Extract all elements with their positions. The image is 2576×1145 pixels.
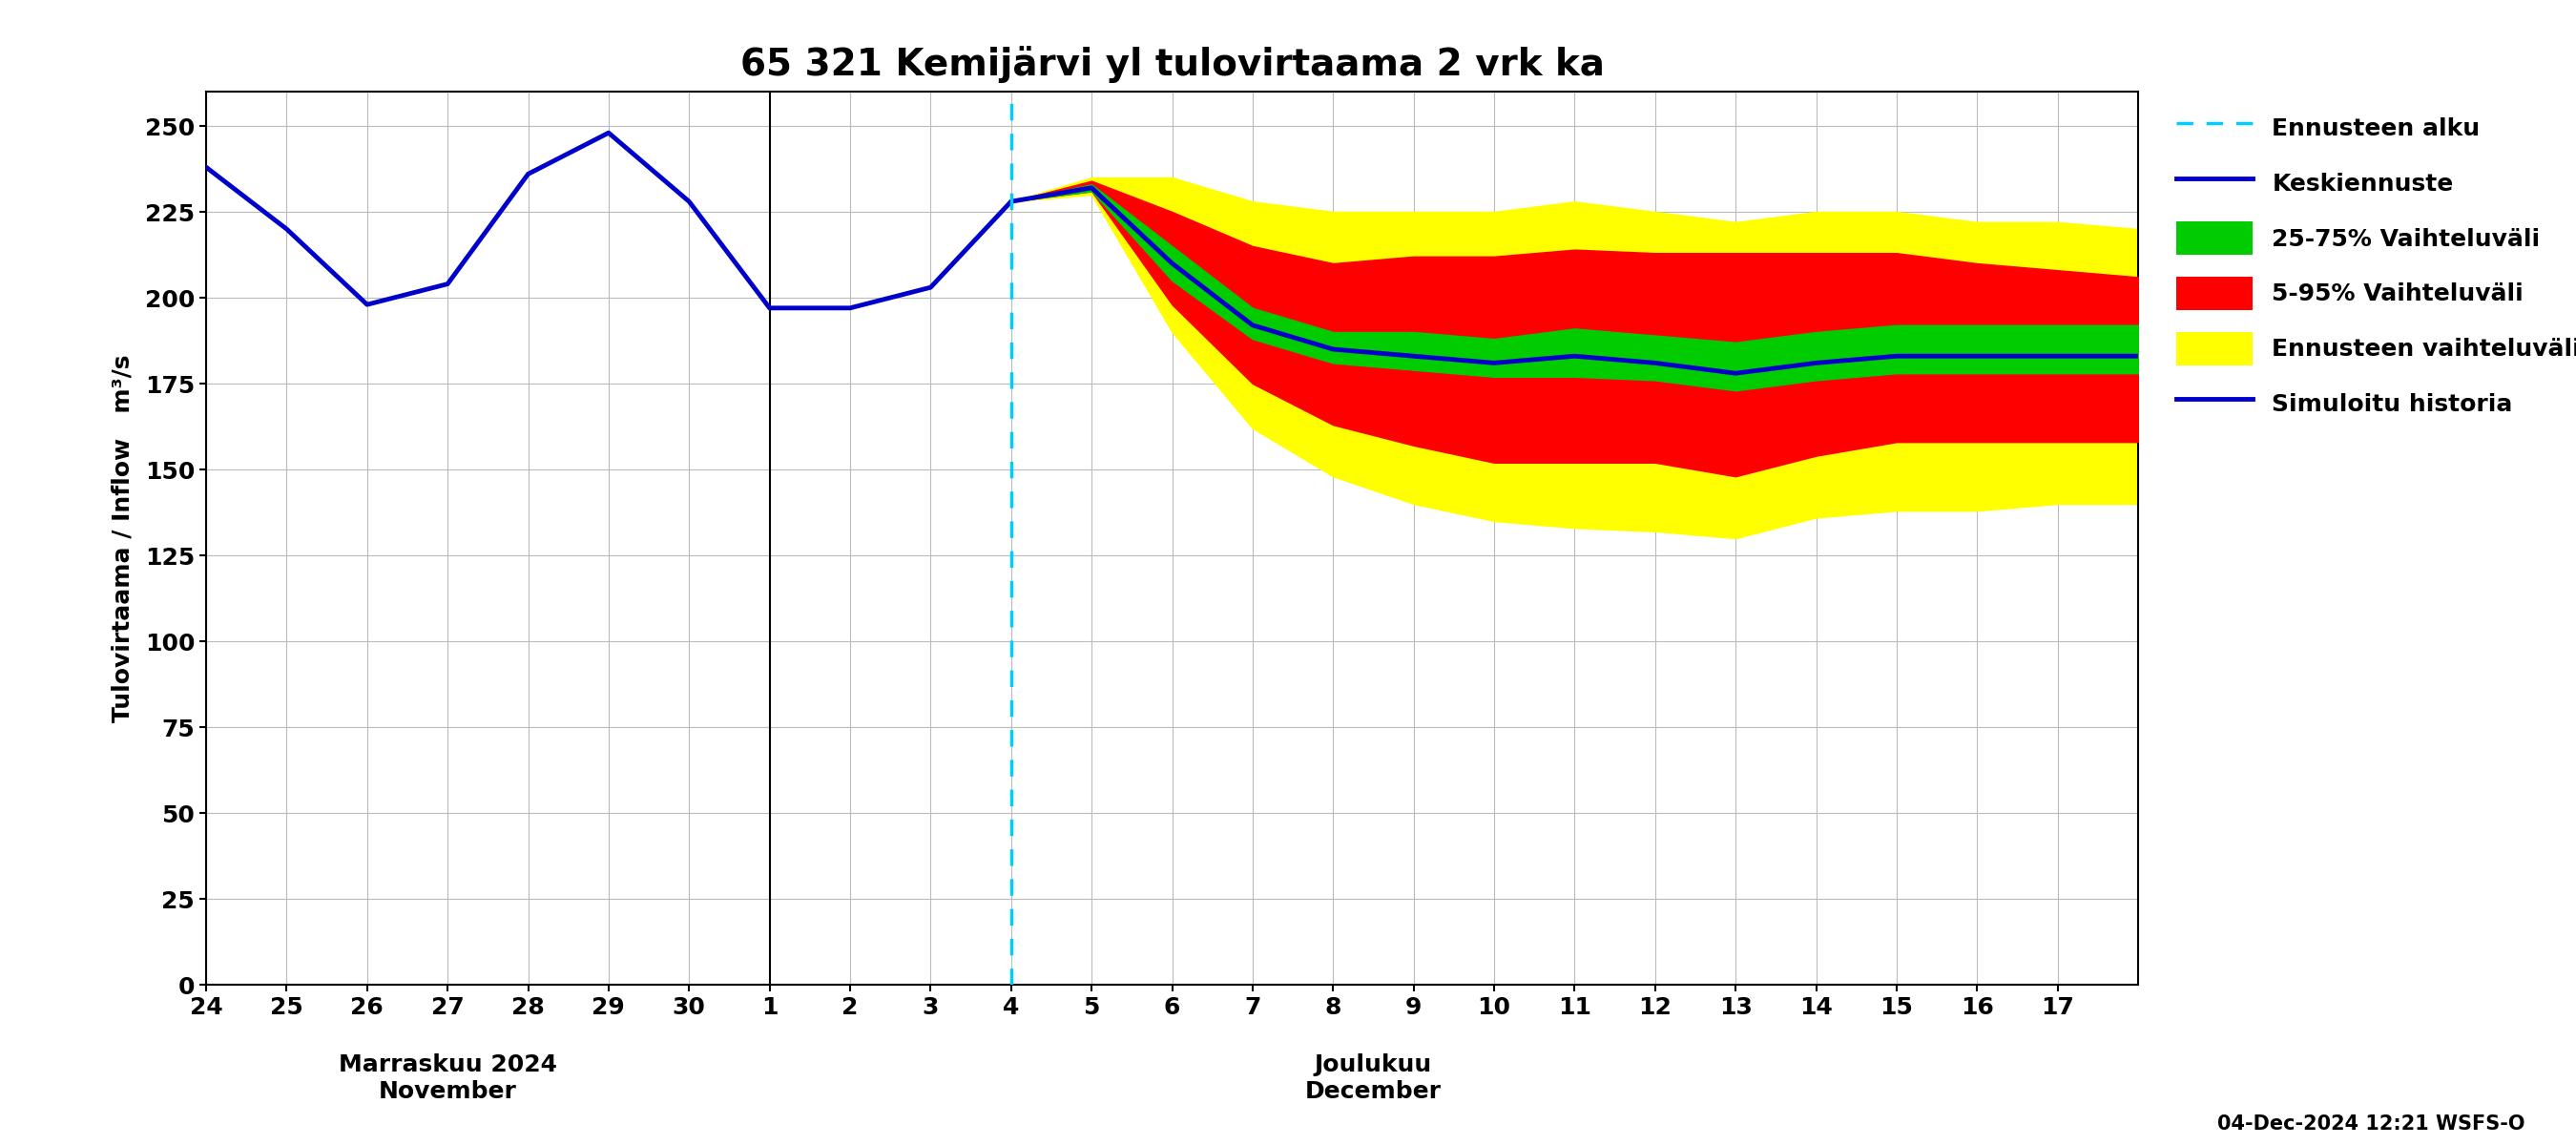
Legend: Ennusteen alku, Keskiennuste, 25-75% Vaihteluväli, 5-95% Vaihteluväli, Ennusteen: Ennusteen alku, Keskiennuste, 25-75% Vai… — [2169, 103, 2576, 428]
Title: 65 321 Kemijärvi yl tulovirtaama 2 vrk ka: 65 321 Kemijärvi yl tulovirtaama 2 vrk k… — [739, 46, 1605, 84]
Text: 04-Dec-2024 12:21 WSFS-O: 04-Dec-2024 12:21 WSFS-O — [2218, 1114, 2524, 1134]
Text: Joulukuu
December: Joulukuu December — [1306, 1053, 1443, 1103]
Y-axis label: Tulovirtaama / Inflow   m³/s: Tulovirtaama / Inflow m³/s — [111, 354, 134, 722]
Text: Marraskuu 2024
November: Marraskuu 2024 November — [337, 1053, 556, 1103]
